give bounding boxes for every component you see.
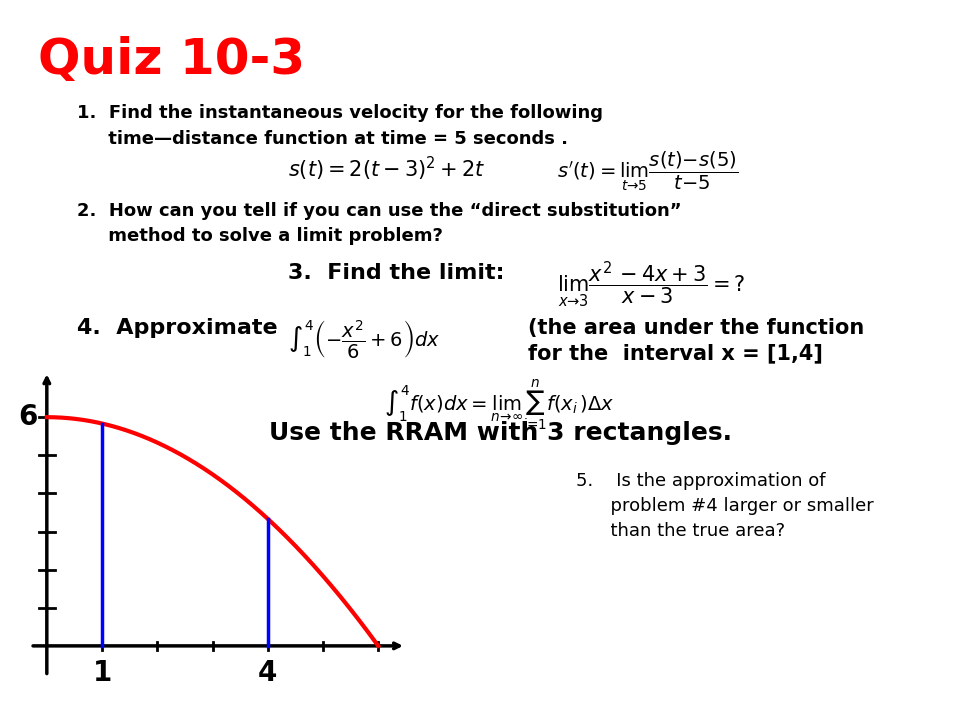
Text: 4: 4 bbox=[258, 660, 277, 687]
Text: 1: 1 bbox=[92, 660, 111, 687]
Text: Quiz 10-3: Quiz 10-3 bbox=[38, 36, 305, 84]
Text: $\lim_{x \to 3} \dfrac{x^2-4x+3}{x-3} = ?$: $\lim_{x \to 3} \dfrac{x^2-4x+3}{x-3} = … bbox=[557, 259, 745, 309]
Text: 6: 6 bbox=[18, 403, 37, 431]
Text: 2.  How can you tell if you can use the “direct substitution”: 2. How can you tell if you can use the “… bbox=[77, 202, 682, 220]
Text: 3.  Find the limit:: 3. Find the limit: bbox=[288, 263, 505, 283]
Text: than the true area?: than the true area? bbox=[576, 522, 785, 540]
Text: $s'(t) = \lim_{t \to 5} \dfrac{s(t)-s(5)}{t-5}$: $s'(t) = \lim_{t \to 5} \dfrac{s(t)-s(5)… bbox=[557, 149, 738, 193]
Text: $\int_1^{4} f(x)dx = \lim_{n \to \infty} \sum_{i=1}^{n} f(x_i)\Delta x$: $\int_1^{4} f(x)dx = \lim_{n \to \infty}… bbox=[384, 378, 614, 433]
Text: method to solve a limit problem?: method to solve a limit problem? bbox=[77, 227, 443, 245]
Text: time—distance function at time = 5 seconds .: time—distance function at time = 5 secon… bbox=[77, 130, 567, 148]
Text: problem #4 larger or smaller: problem #4 larger or smaller bbox=[576, 497, 874, 515]
Text: 5.    Is the approximation of: 5. Is the approximation of bbox=[576, 472, 826, 490]
Text: for the  interval x = [1,4]: for the interval x = [1,4] bbox=[528, 343, 823, 364]
Text: $s(t) = 2(t-3)^2 + 2t$: $s(t) = 2(t-3)^2 + 2t$ bbox=[288, 155, 486, 183]
Text: 1.  Find the instantaneous velocity for the following: 1. Find the instantaneous velocity for t… bbox=[77, 104, 603, 122]
Text: 4.  Approximate: 4. Approximate bbox=[77, 318, 277, 338]
Text: $\int_1^{4}\left(-\dfrac{x^2}{6}+6\right)dx$: $\int_1^{4}\left(-\dfrac{x^2}{6}+6\right… bbox=[288, 318, 441, 360]
Text: (the area under the function: (the area under the function bbox=[528, 318, 864, 338]
Text: Use the RRAM with 3 rectangles.: Use the RRAM with 3 rectangles. bbox=[269, 421, 732, 445]
